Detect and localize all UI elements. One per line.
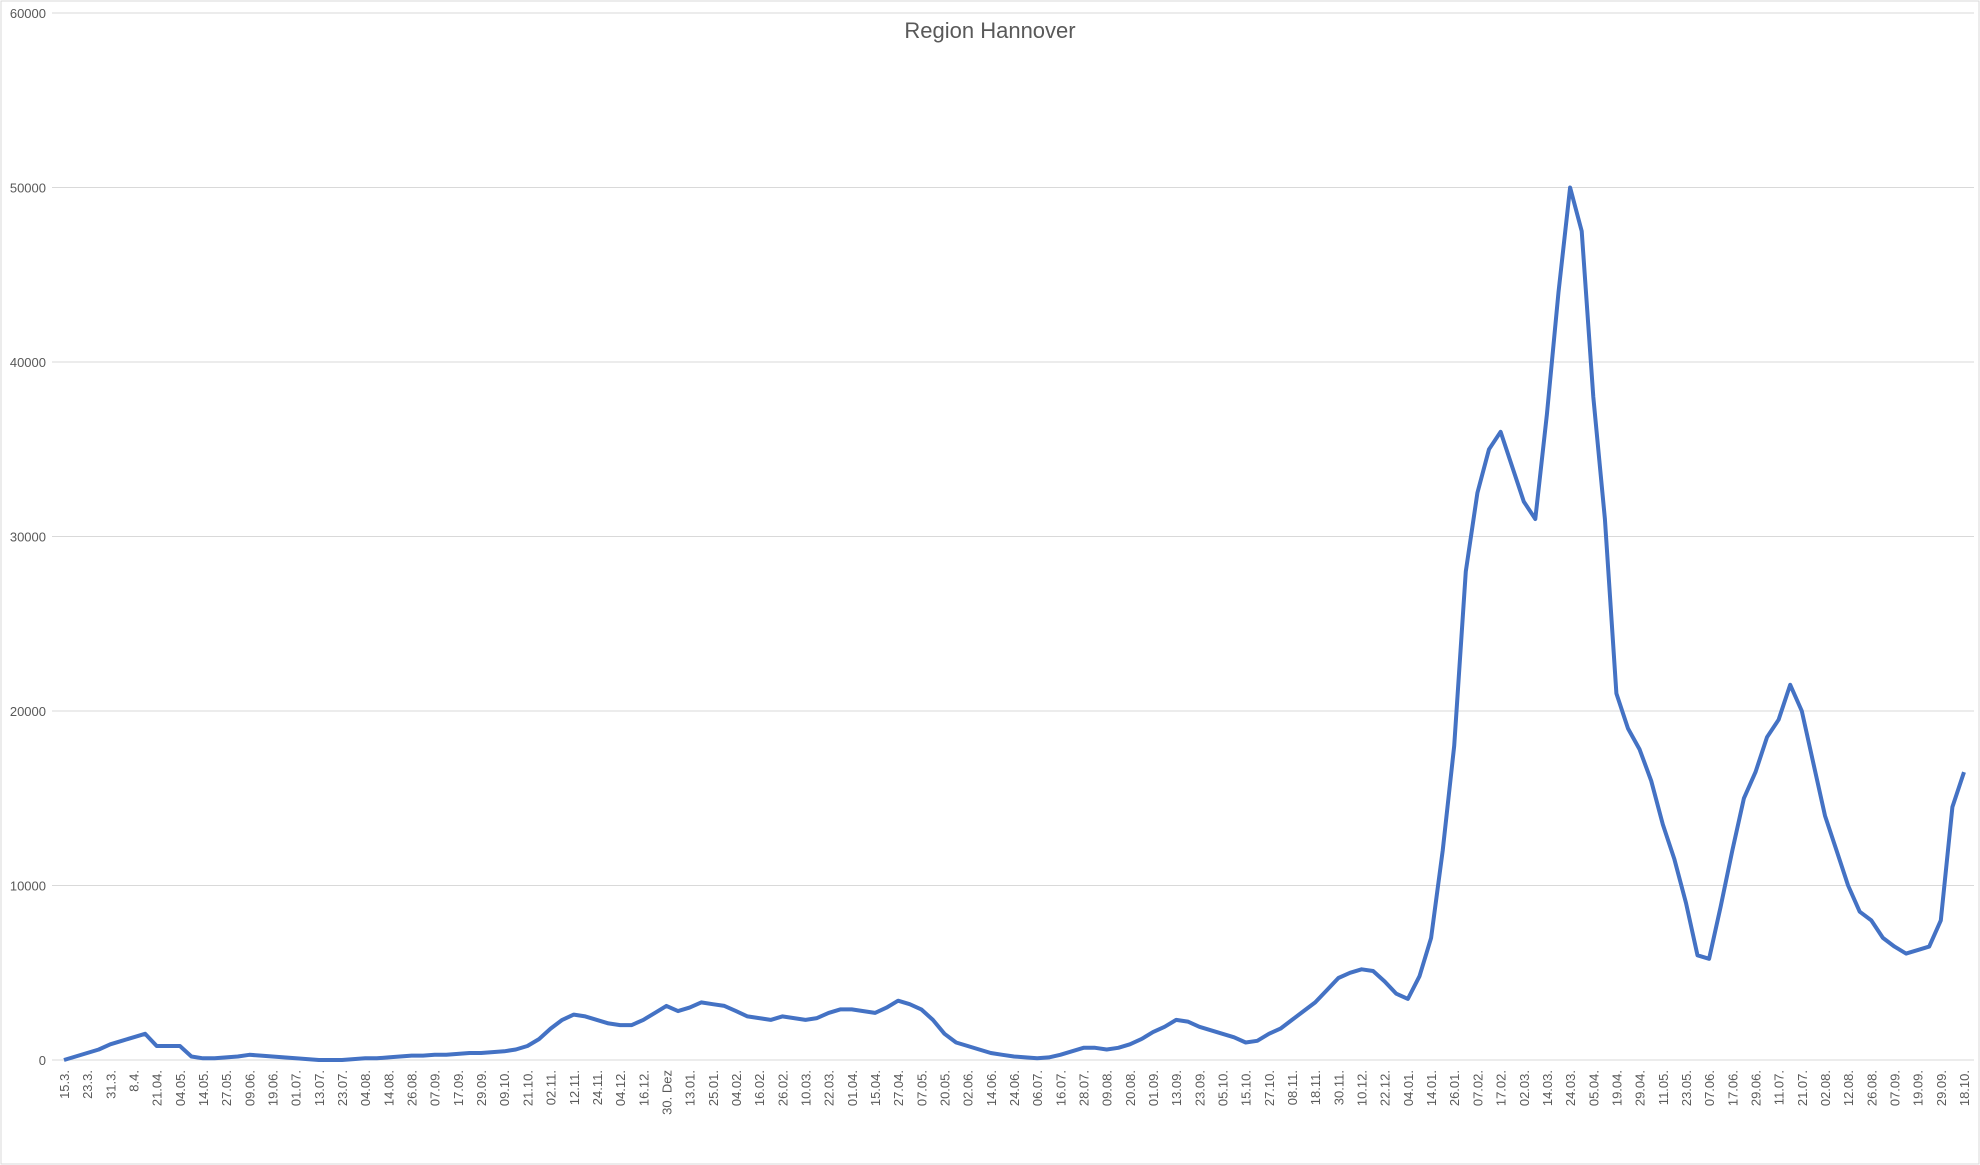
x-tick-label: 22.12. (1378, 1070, 1393, 1106)
x-tick-label: 29.09. (474, 1070, 489, 1106)
x-tick-label: 29.09. (1934, 1070, 1949, 1106)
x-tick-label: 28.07. (1077, 1070, 1092, 1106)
x-tick-label: 08.11. (1285, 1070, 1300, 1105)
x-tick-label: 21.04. (150, 1070, 165, 1106)
y-tick-label: 30000 (10, 530, 46, 545)
chart-title: Region Hannover (904, 18, 1075, 43)
x-tick-label: 12.11. (567, 1070, 582, 1105)
y-tick-label: 20000 (10, 704, 46, 719)
x-tick-label: 26.08. (405, 1070, 420, 1106)
x-tick-label: 26.01. (1447, 1070, 1462, 1106)
data-line (63, 185, 1966, 1062)
x-tick-label: 02.11. (544, 1070, 559, 1105)
x-tick-label: 8.4. (127, 1070, 142, 1092)
x-tick-label: 18.11. (1308, 1070, 1323, 1105)
x-tick-label: 24.03. (1563, 1070, 1578, 1106)
x-tick-label: 07.09. (1887, 1070, 1902, 1106)
x-tick-label: 02.03. (1517, 1070, 1532, 1106)
x-tick-label: 14.01. (1424, 1070, 1439, 1106)
x-tick-label: 30.11. (1331, 1070, 1346, 1105)
x-tick-label: 23.3. (80, 1070, 95, 1099)
x-tick-label: 06.07. (1030, 1070, 1045, 1106)
y-tick-label: 60000 (10, 6, 46, 21)
x-tick-label: 27.05. (219, 1070, 234, 1106)
x-tick-label: 30. Dez (659, 1070, 674, 1115)
y-tick-label: 50000 (10, 181, 46, 196)
x-tick-label: 21.07. (1795, 1070, 1810, 1106)
x-tick-label: 23.09. (1192, 1070, 1207, 1106)
x-tick-label: 17.02. (1494, 1070, 1509, 1106)
x-tick-label: 04.12. (613, 1070, 628, 1106)
x-tick-label: 31.3. (103, 1070, 118, 1099)
x-tick-label: 12.08. (1841, 1070, 1856, 1106)
x-tick-label: 16.12. (636, 1070, 651, 1106)
x-tick-label: 16.02. (752, 1070, 767, 1106)
x-tick-label: 24.06. (1007, 1070, 1022, 1106)
x-tick-label: 22.03. (822, 1070, 837, 1106)
x-tick-label: 14.06. (984, 1070, 999, 1106)
x-tick-label: 21.10. (520, 1070, 535, 1106)
x-tick-label: 16.07. (1053, 1070, 1068, 1106)
x-tick-label: 27.04. (891, 1070, 906, 1106)
x-tick-label: 26.08. (1864, 1070, 1879, 1106)
x-tick-label: 10.03. (798, 1070, 813, 1106)
x-tick-label: 26.02. (775, 1070, 790, 1106)
x-tick-label: 11.05. (1656, 1070, 1671, 1105)
x-tick-label: 15.04. (868, 1070, 883, 1106)
x-tick-label: 14.08. (381, 1070, 396, 1106)
x-tick-label: 19.09. (1911, 1070, 1926, 1106)
x-tick-label: 19.04. (1609, 1070, 1624, 1106)
x-tick-label: 25.01. (706, 1070, 721, 1106)
x-tick-label: 27.10. (1262, 1070, 1277, 1106)
x-tick-label: 04.01. (1401, 1070, 1416, 1106)
x-tick-label: 02.08. (1818, 1070, 1833, 1106)
x-tick-label: 18.10. (1957, 1070, 1972, 1106)
x-tick-label: 05.10. (1216, 1070, 1231, 1106)
x-tick-label: 13.09. (1169, 1070, 1184, 1106)
x-tick-label: 04.02. (729, 1070, 744, 1106)
x-tick-label: 11.07. (1772, 1070, 1787, 1105)
x-tick-label: 15.3. (57, 1070, 72, 1099)
x-tick-label: 09.08. (1100, 1070, 1115, 1106)
x-tick-label: 24.11. (590, 1070, 605, 1105)
x-tick-label: 14.03. (1540, 1070, 1555, 1106)
x-tick-label: 17.06. (1725, 1070, 1740, 1106)
y-tick-label: 0 (39, 1053, 46, 1068)
x-tick-label: 01.09. (1146, 1070, 1161, 1106)
x-tick-label: 05.04. (1586, 1070, 1601, 1106)
x-tick-label: 17.09. (451, 1070, 466, 1106)
x-tick-label: 13.01. (683, 1070, 698, 1106)
x-tick-label: 07.09. (428, 1070, 443, 1106)
x-tick-label: 09.06. (242, 1070, 257, 1106)
x-tick-label: 19.06. (266, 1070, 281, 1106)
x-tick-label: 10.12. (1355, 1070, 1370, 1106)
x-tick-label: 23.07. (335, 1070, 350, 1106)
x-tick-label: 04.08. (358, 1070, 373, 1106)
x-tick-label: 13.07. (312, 1070, 327, 1106)
x-tick-label: 09.10. (497, 1070, 512, 1106)
x-tick-label: 04.05. (173, 1070, 188, 1106)
x-tick-label: 07.05. (914, 1070, 929, 1106)
x-tick-label: 15.10. (1239, 1070, 1254, 1106)
x-tick-label: 07.02. (1470, 1070, 1485, 1106)
x-tick-label: 29.04. (1633, 1070, 1648, 1106)
y-tick-label: 40000 (10, 355, 46, 370)
x-tick-label: 20.05. (937, 1070, 952, 1106)
y-tick-label: 10000 (10, 879, 46, 894)
x-tick-label: 02.06. (961, 1070, 976, 1106)
x-tick-label: 20.08. (1123, 1070, 1138, 1106)
x-tick-label: 23.05. (1679, 1070, 1694, 1106)
x-tick-label: 14.05. (196, 1070, 211, 1106)
x-tick-label: 01.04. (845, 1070, 860, 1106)
x-tick-label: 01.07. (289, 1070, 304, 1106)
x-tick-label: 29.06. (1748, 1070, 1763, 1106)
x-tick-label: 07.06. (1702, 1070, 1717, 1106)
